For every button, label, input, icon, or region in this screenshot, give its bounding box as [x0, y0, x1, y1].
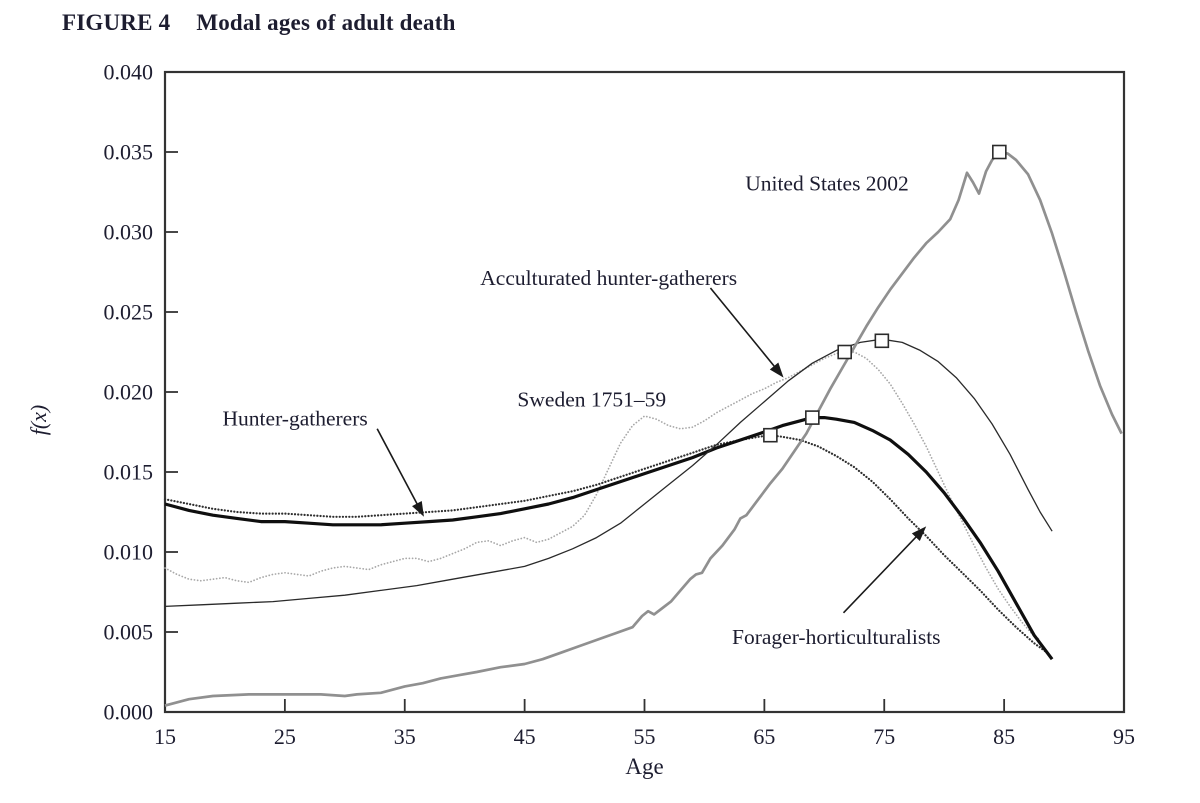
y-tick-label: 0.020 — [104, 380, 154, 405]
x-tick-label: 75 — [873, 724, 895, 749]
annotation-arrow-line — [842, 530, 923, 614]
y-tick-label: 0.025 — [104, 300, 154, 325]
annotation-arrow-head — [769, 362, 784, 378]
modal-age-marker-forager-horticulturalists — [763, 427, 778, 443]
modal-age-marker-hunter-gatherers — [805, 410, 820, 425]
x-tick-label: 65 — [753, 724, 775, 749]
annotation-arrow-head — [911, 526, 927, 542]
annotation-arrow-line — [709, 287, 781, 374]
annotation-united-states-2002: United States 2002 — [745, 171, 909, 195]
figure-number: FIGURE 4 — [62, 10, 171, 35]
y-tick-label: 0.000 — [104, 700, 154, 725]
x-tick-label: 85 — [993, 724, 1015, 749]
x-tick-label: 55 — [634, 724, 656, 749]
y-tick-label: 0.005 — [104, 620, 154, 645]
y-tick-label: 0.010 — [104, 540, 154, 565]
annotation-arrow-line — [376, 428, 422, 512]
series-forager-horticulturalists — [163, 434, 1051, 656]
modal-age-marker-sweden-1751-59 — [837, 344, 852, 360]
annotation-sweden-1751-59: Sweden 1751–59 — [517, 387, 666, 411]
x-tick-label: 25 — [274, 724, 296, 749]
x-tick-label: 45 — [514, 724, 536, 749]
annotation-arrow-head — [412, 500, 424, 517]
annotation-acculturated-hunter-gatherers: Acculturated hunter-gatherers — [480, 266, 737, 290]
y-tick-label: 0.030 — [104, 220, 154, 245]
series-acculturated-hunter-gatherers — [164, 338, 1053, 608]
modal-age-marker-united-states-2002 — [992, 144, 1007, 160]
x-tick-label: 35 — [394, 724, 416, 749]
annotation-forager-horticulturalists: Forager-horticulturalists — [732, 625, 941, 649]
x-tick-label: 15 — [154, 724, 176, 749]
y-tick-label: 0.040 — [104, 60, 154, 85]
x-axis-label: Age — [625, 754, 663, 779]
series-sweden-1751-59 — [164, 351, 1041, 641]
modal-age-marker-acculturated-hunter-gatherers — [874, 333, 890, 349]
y-tick-label: 0.035 — [104, 140, 154, 165]
annotation-hunter-gatherers: Hunter-gatherers — [223, 407, 368, 431]
x-tick-label: 95 — [1113, 724, 1135, 749]
figure-caption: FIGURE 4 Modal ages of adult death — [62, 10, 456, 36]
y-tick-label: 0.015 — [104, 460, 154, 485]
series-hunter-gatherers — [164, 416, 1054, 661]
figure-title-text: Modal ages of adult death — [196, 10, 456, 35]
y-axis-label: f(x) — [26, 405, 51, 436]
